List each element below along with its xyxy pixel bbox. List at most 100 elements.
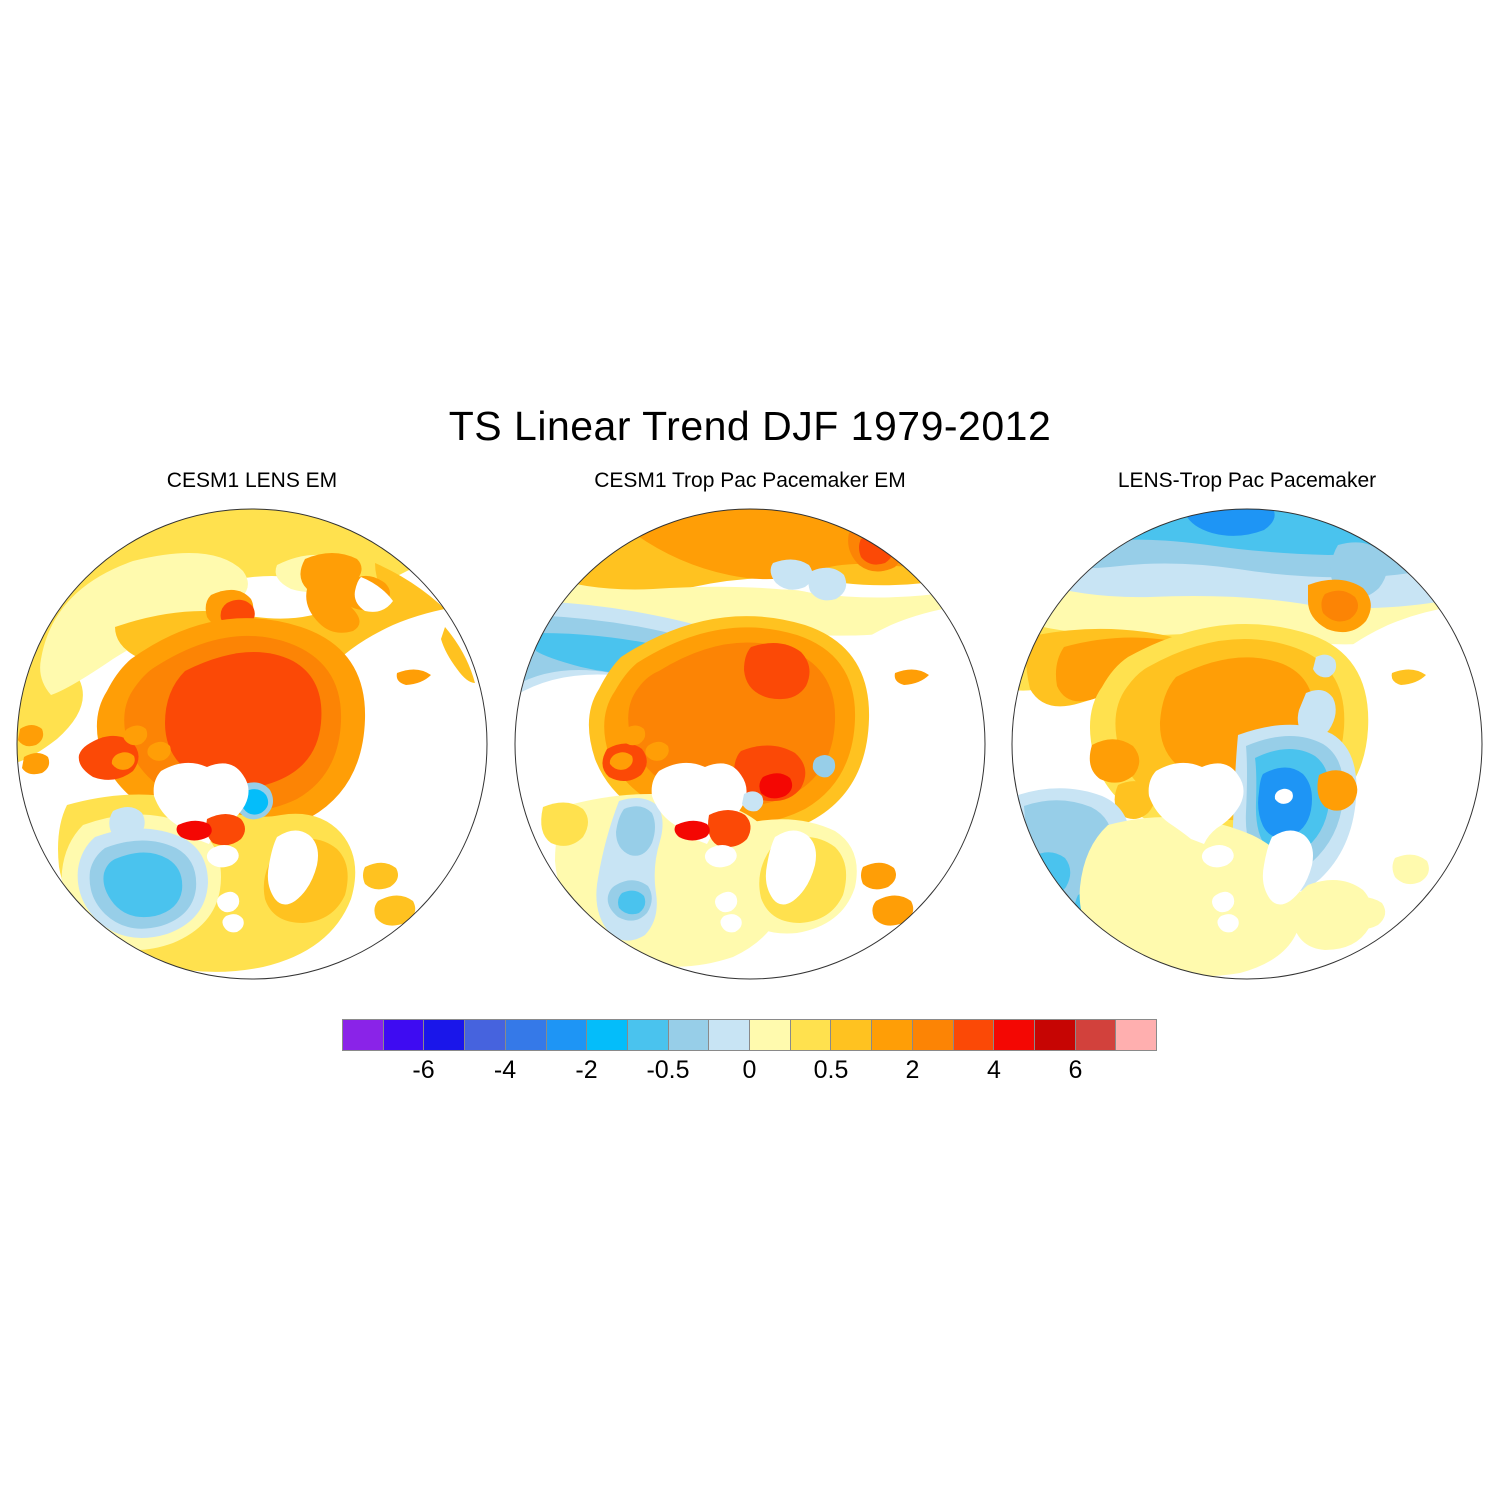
arctic-island: [147, 741, 171, 761]
iceland-landmass: [704, 845, 737, 868]
iceland-landmass: [1201, 845, 1234, 868]
colorbar-tick-label: -0.5: [646, 1056, 690, 1084]
scandinavia-landmass: [765, 830, 816, 905]
land-blob-bottom-right: [374, 895, 416, 926]
pale-land-blob-bottom-right: [1392, 854, 1429, 885]
colorbar-tick-label: -6: [412, 1056, 435, 1084]
panel-title-difference: LENS-Trop Pac Pacemaker: [1117, 469, 1377, 492]
iceland-landmass: [206, 845, 239, 868]
colorbar-cell: [750, 1020, 791, 1050]
warm-band-top: [17, 509, 487, 707]
arctic-island: [621, 725, 646, 746]
pale-land-blob-japan: [1342, 897, 1386, 930]
scandinavia-landmass: [1262, 830, 1313, 905]
arctic-island: [123, 725, 148, 746]
arctic-island: [645, 741, 669, 761]
panel-title-pacemaker: CESM1 Trop Pac Pacemaker EM: [594, 469, 906, 492]
panel-title-lens: CESM1 LENS EM: [166, 469, 338, 492]
colorbar-cell: [1075, 1020, 1117, 1050]
atlantic-cool-core-west: [1027, 852, 1071, 896]
hot-spot-greenland-tip: [176, 820, 212, 841]
coast-blob-left-edge: [18, 725, 44, 747]
colorbar-tick-label: 6: [1068, 1056, 1083, 1084]
arctic-warming-core-upper: [744, 643, 810, 700]
colorbar-cell: [912, 1020, 954, 1050]
colorbar-tick-label: 4: [987, 1056, 1001, 1084]
pale-patch-top-center: [748, 589, 823, 623]
map-boundary-circle: [1011, 508, 1483, 980]
arctic-island: [609, 752, 633, 770]
colorbar-cell: [424, 1020, 466, 1050]
colorbar-cell: [587, 1020, 628, 1050]
colorbar-tick-label: -4: [493, 1056, 517, 1084]
britain-landmass: [217, 891, 240, 913]
hot-patch-southeast-greenland: [206, 814, 245, 846]
colorbar-cell: [994, 1020, 1035, 1050]
aleutian-arc: [1391, 669, 1426, 685]
colorbar-cell: [790, 1020, 832, 1050]
atlantic-cooling-core: [103, 852, 183, 918]
colorbar-tick-label: 0: [742, 1056, 757, 1084]
map-panel-lens: [16, 508, 488, 980]
arctic-warming-core: [165, 652, 322, 789]
colorbar-tick-label: 0.5: [813, 1056, 849, 1084]
cool-patch-top-center: [770, 559, 813, 590]
map-boundary-circle: [16, 508, 488, 980]
land-blob-bottom-right: [363, 862, 398, 890]
arctic-island: [111, 752, 135, 770]
cool-patch-top-right: [808, 567, 847, 601]
colorbar: [342, 1019, 1157, 1051]
figure-title: TS Linear Trend DJF 1979-2012: [448, 403, 1052, 449]
ireland-landmass: [222, 914, 244, 933]
colorbar-cell: [872, 1020, 913, 1050]
pale-region-europe: [1079, 817, 1302, 977]
hot-spot-chukotka: [1321, 590, 1359, 622]
hot-spot-top-right: [859, 535, 894, 565]
map-panel-difference: [1011, 508, 1483, 980]
cool-sliver-east-greenland: [742, 791, 764, 812]
ireland-landmass: [1217, 914, 1239, 933]
novaya-zemlya-warm-patch: [1317, 770, 1358, 811]
cool-spot-top-center: [1186, 509, 1275, 536]
hot-patch-southeast-greenland: [708, 810, 751, 847]
colorbar-cell: [831, 1020, 873, 1050]
colorbar-cell: [953, 1020, 995, 1050]
aleutian-arc: [894, 669, 929, 685]
hot-spot-greenland-tip: [674, 820, 710, 841]
colorbar-tick-label: -2: [575, 1056, 598, 1084]
alaska-landmass: [300, 553, 390, 633]
canadian-arctic-warm-blob: [1089, 739, 1140, 783]
hot-spot-barents: [759, 773, 793, 799]
colorbar-cell: [1116, 1020, 1157, 1050]
colorbar-tick-label: 2: [905, 1056, 920, 1084]
map-lens-regions: [17, 509, 487, 979]
greenland-landmass: [1148, 762, 1244, 844]
cool-sliver-kara-coast: [1313, 654, 1337, 678]
atlantic-cool-band-upper: [616, 806, 655, 856]
cooling-band-up-right: [1297, 689, 1336, 740]
atlantic-cool-core: [618, 890, 646, 915]
colorbar-cell: [505, 1020, 547, 1050]
yellow-patch-left-edge: [541, 802, 588, 846]
ireland-landmass: [720, 914, 742, 933]
colorbar-cell: [668, 1020, 710, 1050]
gold-patch-west-greenland: [1114, 781, 1155, 820]
britain-landmass: [1212, 891, 1235, 913]
cool-sliver-kara-coast: [812, 754, 836, 778]
gold-rim-right: [441, 627, 475, 683]
svalbard-island: [1274, 788, 1293, 804]
cool-patch-labrador: [109, 806, 145, 842]
scandinavia-landmass: [267, 830, 318, 905]
aleutian-arc: [396, 669, 431, 685]
land-blob-bottom-right: [872, 895, 914, 926]
colorbar-cell: [1034, 1020, 1076, 1050]
colorbar-cell: [709, 1020, 751, 1050]
coast-blob-left-edge: [22, 753, 50, 775]
land-blob-bottom-right: [861, 862, 896, 890]
colorbar-cell: [627, 1020, 669, 1050]
pale-region-east: [1292, 880, 1372, 950]
britain-landmass: [715, 891, 738, 913]
colorbar-cell: [383, 1020, 425, 1050]
map-panel-pacemaker: [514, 508, 986, 980]
